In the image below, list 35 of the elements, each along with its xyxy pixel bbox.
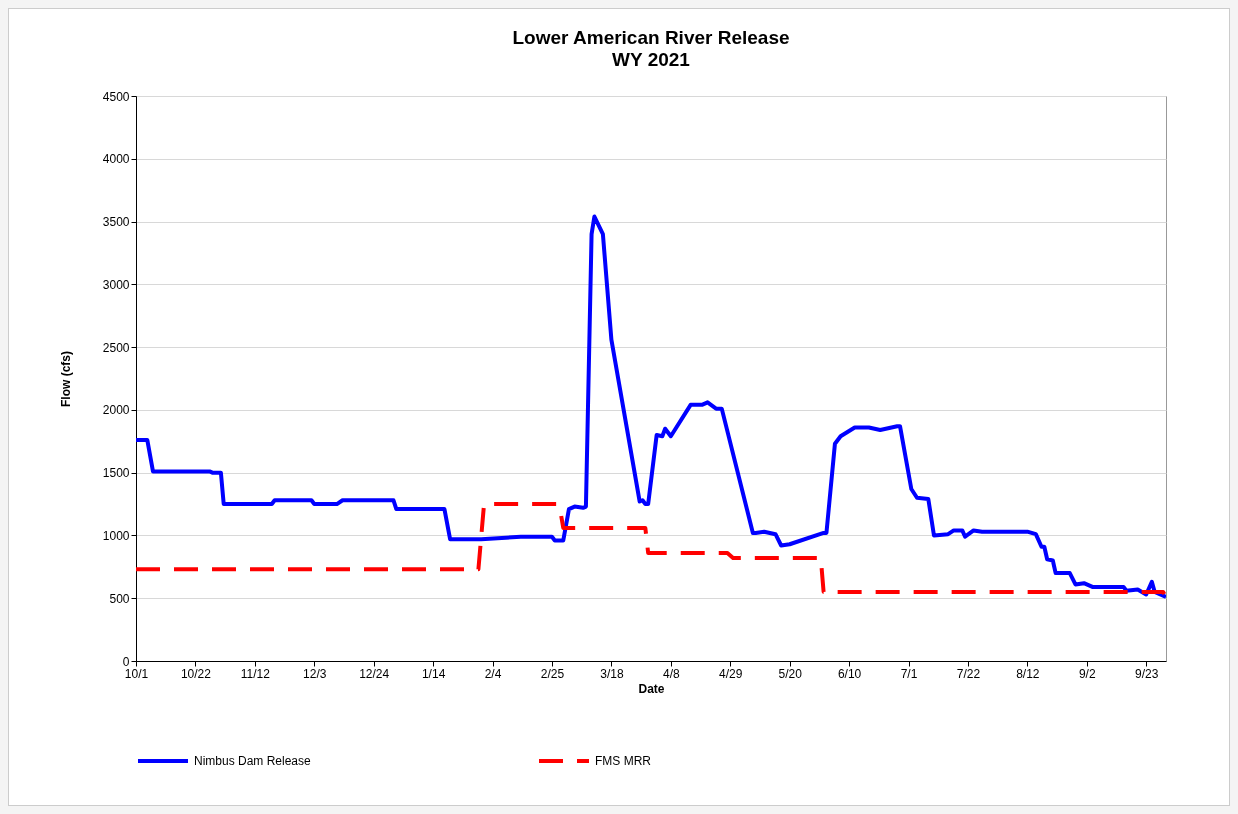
- x-tick-label: 4/29: [719, 666, 743, 681]
- x-tick-label: 2/25: [540, 666, 565, 681]
- y-tick-label: 0: [122, 654, 130, 669]
- y-tick-label: 500: [109, 591, 130, 606]
- y-axis-title: Flow (cfs): [58, 351, 73, 407]
- x-tick-label: 11/12: [240, 666, 271, 681]
- line-series: [136, 214, 1166, 599]
- y-tick-label: 4500: [102, 89, 130, 104]
- x-tick-label: 1/14: [421, 666, 446, 681]
- x-tick-label: 9/2: [1078, 666, 1096, 681]
- y-tick-label: 1500: [102, 466, 130, 481]
- x-tick-label: 10/1: [124, 666, 149, 681]
- y-tick-label: 1000: [102, 528, 130, 543]
- x-tick-label: 9/23: [1135, 666, 1159, 681]
- x-tick-label: 7/1: [900, 666, 918, 681]
- y-tick-label: 2000: [102, 403, 130, 418]
- x-axis-title: Date: [638, 681, 665, 696]
- legend-label: Nimbus Dam Release: [194, 754, 312, 768]
- x-tick-label: 10/22: [180, 666, 212, 681]
- x-tick-label: 2/4: [484, 666, 502, 681]
- legend-label: FMS MRR: [595, 754, 652, 768]
- y-tick-label: 3500: [102, 215, 130, 230]
- x-tick-label: 12/3: [303, 666, 327, 681]
- x-tick-label: 12/24: [359, 666, 390, 681]
- y-tick-label: 3000: [102, 277, 130, 292]
- x-tick-label: 6/10: [837, 666, 862, 681]
- y-tick-label: 2500: [102, 340, 130, 355]
- x-tick-label: 7/22: [956, 666, 981, 681]
- y-tick-label: 4000: [102, 152, 130, 167]
- x-tick-label: 5/20: [778, 666, 803, 681]
- chart-title: Lower American River Release: [512, 27, 790, 48]
- x-tick-label: 3/18: [600, 666, 624, 681]
- x-tick-label: 8/12: [1016, 666, 1040, 681]
- x-tick-label: 4/8: [662, 666, 680, 681]
- chart-subtitle: WY 2021: [612, 49, 691, 70]
